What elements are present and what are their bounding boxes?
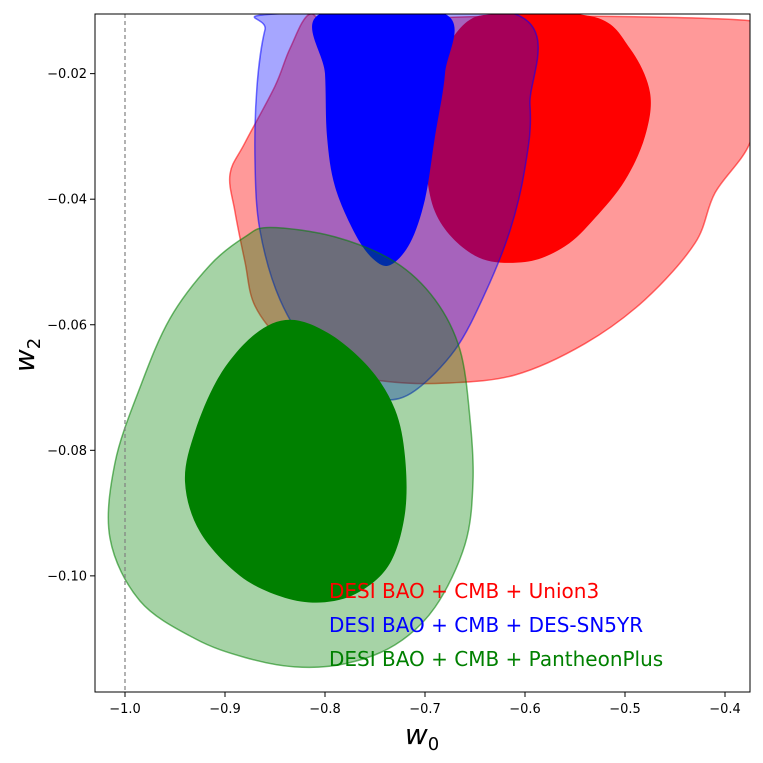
x-tick-label: −0.5: [609, 702, 641, 717]
x-tick-label: −1.0: [109, 702, 141, 717]
pantheonplus-68-contour: [184, 319, 407, 603]
legend-entry: DESI BAO + CMB + DES-SN5YR: [329, 613, 643, 637]
y-axis-label: w2: [8, 338, 45, 372]
y-tick-label: −0.02: [47, 67, 87, 82]
x-tick-label: −0.7: [409, 702, 441, 717]
x-tick-label: −0.9: [209, 702, 241, 717]
y-axis: −0.02 −0.04 −0.06 −0.08 −0.10: [47, 67, 95, 584]
y-tick-label: −0.04: [47, 193, 87, 208]
x-tick-label: −0.4: [709, 702, 741, 717]
contour-layer: [107, 14, 750, 669]
x-tick-label: −0.6: [509, 702, 541, 717]
y-tick-label: −0.10: [47, 569, 87, 584]
y-tick-label: −0.06: [47, 318, 87, 333]
y-tick-label: −0.08: [47, 444, 87, 459]
x-axis-label: w0: [405, 718, 439, 755]
plot-frame: [94, 13, 751, 693]
x-axis: −1.0 −0.9 −0.8 −0.7 −0.6 −0.5 −0.4: [109, 692, 741, 717]
legend-entry: DESI BAO + CMB + PantheonPlus: [329, 647, 663, 671]
legend: DESI BAO + CMB + Union3 DESI BAO + CMB + …: [329, 579, 663, 671]
x-tick-label: −0.8: [309, 702, 341, 717]
union3-68-contour: [425, 14, 651, 263]
des-sn5yr-68-contour: [312, 14, 455, 266]
legend-entry: DESI BAO + CMB + Union3: [329, 579, 599, 603]
